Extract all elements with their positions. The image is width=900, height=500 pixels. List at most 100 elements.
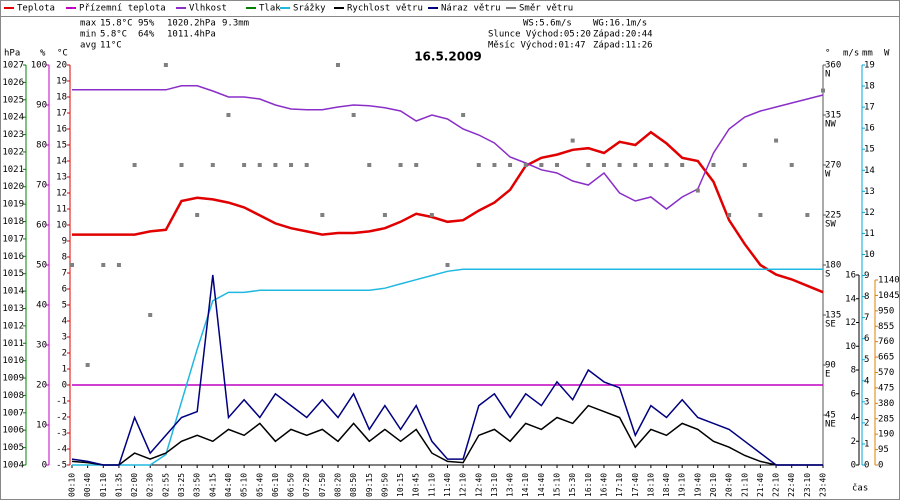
- direction-mark: [179, 163, 184, 167]
- y-tick-label: 20: [36, 381, 47, 391]
- direction-mark: [116, 263, 121, 267]
- y-tick-label: 1023: [2, 130, 24, 140]
- x-tick-label: 22:10: [772, 473, 781, 497]
- direction-mark: [273, 163, 278, 167]
- x-tick-label: 05:10: [240, 473, 249, 497]
- direction-mark: [148, 313, 153, 317]
- info-text: Slunce Východ:05:20: [488, 30, 591, 40]
- x-tick-label: 09:15: [365, 473, 374, 497]
- direction-mark: [805, 213, 810, 217]
- y-tick-label: 7: [62, 269, 67, 279]
- y-tick-label: 10: [845, 342, 856, 352]
- series-line: [72, 268, 823, 466]
- x-tick-label: 07:50: [318, 473, 327, 497]
- direction-mark: [539, 163, 544, 167]
- y-tick-label: -2: [56, 413, 67, 423]
- y-tick-label: 2: [851, 437, 856, 447]
- direction-mark: [476, 163, 481, 167]
- info-text: Západ:20:44: [593, 30, 653, 40]
- compass-label: NW: [825, 120, 836, 130]
- y-tick-label: 1015: [2, 269, 24, 279]
- series-line: [71, 274, 823, 466]
- stat-value: 1011.4hPa: [167, 30, 216, 40]
- y-tick-label: 0: [42, 461, 47, 471]
- stat-value: 64%: [138, 30, 155, 40]
- y-tick-label: 225: [825, 211, 841, 221]
- legend-label: Srážky: [293, 4, 326, 14]
- y-tick-label: 70: [36, 181, 47, 191]
- direction-mark: [774, 138, 779, 143]
- direction-mark: [320, 213, 325, 217]
- y-tick-label: 1005: [2, 443, 24, 453]
- direction-mark: [789, 163, 794, 167]
- y-tick-label: 1007: [2, 408, 24, 418]
- y-tick-label: 2: [864, 418, 869, 428]
- x-tick-label: 16:40: [599, 473, 608, 497]
- y-tick-label: 3: [62, 333, 67, 343]
- y-tick-label: 360: [825, 61, 841, 71]
- x-tick-label: 21:10: [740, 473, 749, 497]
- y-tick-label: 1024: [2, 113, 24, 123]
- x-tick-label: 15:30: [568, 473, 577, 497]
- x-tick-label: 18:40: [662, 473, 671, 497]
- y-tick-label: 1008: [2, 391, 24, 401]
- y-tick-label: 90: [36, 101, 47, 111]
- x-tick-label: 20:40: [725, 473, 734, 497]
- axis-unit: °: [825, 49, 830, 59]
- y-tick-label: 19: [864, 61, 875, 71]
- x-tick-label: 09:50: [380, 473, 389, 497]
- y-tick-label: 10: [36, 421, 47, 431]
- y-tick-label: 9: [864, 271, 869, 281]
- direction-mark: [351, 113, 356, 117]
- direction-mark: [727, 213, 732, 217]
- legend-label: Směr větru: [519, 4, 573, 14]
- direction-mark: [695, 188, 700, 193]
- y-tick-label: 8: [864, 292, 869, 302]
- y-tick-label: 13: [864, 187, 875, 197]
- x-tick-label: 11:40: [443, 473, 452, 497]
- direction-mark: [586, 163, 591, 167]
- stat-label: avg: [80, 41, 96, 51]
- compass-label: N: [825, 70, 830, 80]
- x-tick-label: 14:40: [537, 473, 546, 497]
- legend-label: Přízemní teplota: [79, 4, 166, 14]
- x-tick-label: 11:10: [427, 473, 436, 497]
- stat-value: 9.3mm: [222, 19, 249, 29]
- stat-label: min: [80, 30, 96, 40]
- x-tick-label: 08:50: [349, 473, 358, 497]
- direction-mark: [711, 163, 716, 167]
- x-tick-label: 20:10: [709, 473, 718, 497]
- compass-label: W: [825, 170, 831, 180]
- y-tick-label: 1016: [2, 252, 24, 262]
- x-tick-label: 17:40: [631, 473, 640, 497]
- y-tick-label: 1006: [2, 426, 24, 436]
- axis-unit: °C: [57, 49, 68, 59]
- y-tick-label: 14: [56, 157, 67, 167]
- direction-mark: [680, 163, 685, 167]
- y-tick-label: 270: [825, 161, 841, 171]
- compass-label: SE: [825, 320, 836, 330]
- x-tick-label: 03:50: [193, 473, 202, 497]
- y-tick-label: 1010: [2, 356, 24, 366]
- direction-mark: [242, 163, 247, 167]
- x-tick-label: 02:55: [161, 473, 170, 497]
- x-tick-label: 19:40: [693, 473, 702, 497]
- x-tick-label: 19:10: [678, 473, 687, 497]
- x-tick-label: 21:40: [756, 473, 765, 497]
- y-tick-label: 20: [56, 61, 67, 71]
- y-tick-label: 18: [56, 93, 67, 103]
- direction-mark: [101, 263, 106, 267]
- y-tick-label: 60: [36, 221, 47, 231]
- y-tick-label: 15: [864, 145, 875, 155]
- y-tick-label: 50: [36, 261, 47, 271]
- y-tick-label: 6: [864, 334, 869, 344]
- y-tick-label: 855: [878, 322, 894, 332]
- x-tick-label: 02:00: [130, 473, 139, 497]
- x-tick-label: 10:45: [412, 473, 421, 497]
- y-tick-label: 16: [845, 271, 856, 281]
- x-tick-label: 13:10: [490, 473, 499, 497]
- stat-value: 15.8°C: [100, 19, 133, 29]
- direction-mark: [648, 163, 653, 167]
- x-tick-label: 14:10: [521, 473, 530, 497]
